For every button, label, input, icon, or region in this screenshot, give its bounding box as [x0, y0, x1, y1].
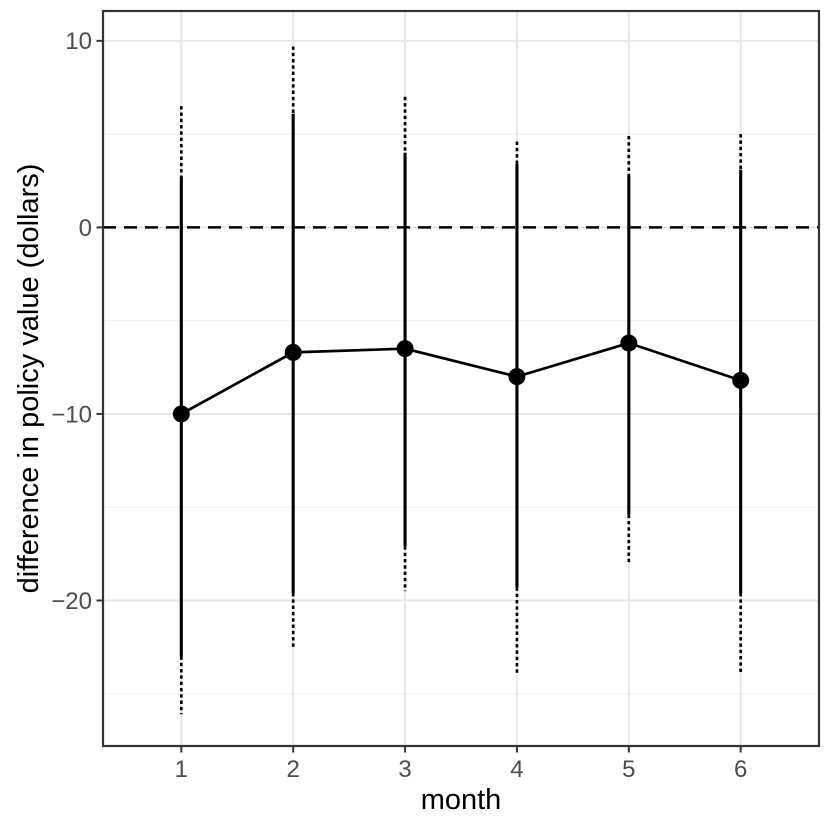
data-point: [620, 334, 638, 352]
x-axis-tick-label: 2: [287, 756, 300, 783]
data-point: [284, 343, 302, 361]
x-axis-tick-label: 1: [175, 756, 188, 783]
data-point: [172, 405, 190, 423]
series-layer: [172, 334, 750, 423]
panel-border: [101, 9, 821, 748]
data-point: [396, 340, 414, 358]
axis-tick-labels-layer: 10 0 −10 −20 1 2 3 4 5 6: [51, 28, 747, 783]
x-axis-tick-label: 5: [622, 756, 635, 783]
x-axis-tick-label: 4: [510, 756, 523, 783]
y-axis-title: difference in policy value (dollars): [13, 164, 45, 594]
data-point: [732, 371, 750, 389]
x-axis-title: month: [421, 784, 502, 816]
y-axis-tick-label: 10: [65, 28, 92, 55]
data-point: [508, 368, 526, 386]
y-axis-tick-label: 0: [79, 215, 92, 242]
axis-tick-marks-layer: [96, 39, 742, 753]
y-axis-tick-label: −20: [51, 588, 92, 615]
x-axis-tick-label: 3: [398, 756, 411, 783]
x-axis-tick-label: 6: [734, 756, 747, 783]
y-axis-tick-label: −10: [51, 401, 92, 428]
series-line: [180, 341, 742, 416]
